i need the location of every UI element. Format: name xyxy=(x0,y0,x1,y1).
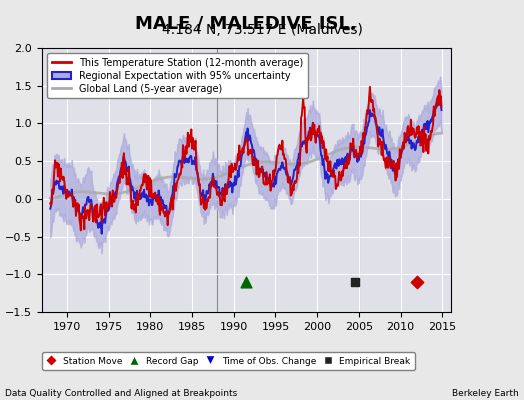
Text: Berkeley Earth: Berkeley Earth xyxy=(452,389,519,398)
Point xyxy=(351,279,359,285)
Text: Data Quality Controlled and Aligned at Breakpoints: Data Quality Controlled and Aligned at B… xyxy=(5,389,237,398)
Point xyxy=(242,279,250,285)
Title: MALE / MALEDIVE ISL.: MALE / MALEDIVE ISL. xyxy=(135,14,357,32)
Point xyxy=(413,279,421,285)
Legend: Station Move, Record Gap, Time of Obs. Change, Empirical Break: Station Move, Record Gap, Time of Obs. C… xyxy=(42,352,415,370)
Text: 4.184 N, 73.517 E (Maldives): 4.184 N, 73.517 E (Maldives) xyxy=(161,23,363,37)
